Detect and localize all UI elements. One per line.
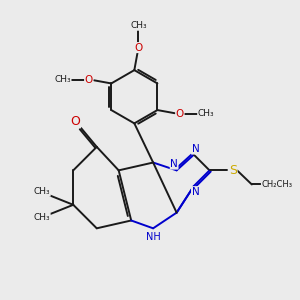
Text: CH₃: CH₃	[34, 187, 50, 196]
Text: O: O	[176, 109, 184, 119]
Text: CH₃: CH₃	[34, 214, 50, 223]
Text: NH: NH	[146, 232, 161, 242]
Text: CH₃: CH₃	[131, 21, 147, 30]
Text: N: N	[191, 187, 199, 197]
Text: O: O	[134, 43, 142, 52]
Text: O: O	[85, 75, 93, 85]
Text: CH₂CH₃: CH₂CH₃	[261, 180, 292, 189]
Text: CH₃: CH₃	[54, 75, 71, 84]
Text: N: N	[191, 144, 199, 154]
Text: O: O	[70, 115, 80, 128]
Text: CH₃: CH₃	[198, 109, 214, 118]
Text: S: S	[229, 164, 237, 177]
Text: N: N	[170, 159, 178, 169]
